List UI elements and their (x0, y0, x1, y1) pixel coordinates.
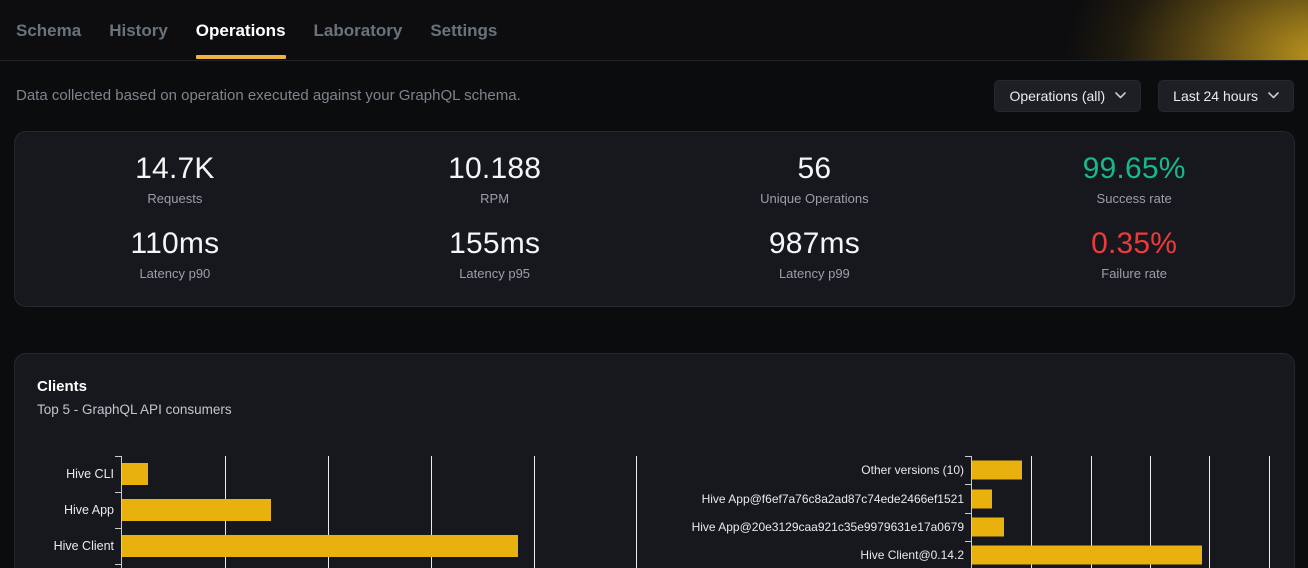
chart-category-label: Hive Client (53, 539, 114, 553)
tab-laboratory[interactable]: Laboratory (313, 21, 403, 40)
axis-tick (965, 541, 972, 543)
chart-bar (972, 545, 1202, 565)
chart-gridline (1150, 456, 1152, 568)
tab-settings[interactable]: Settings (430, 21, 498, 40)
stat-unique-operations: 56 Unique Operations (760, 152, 869, 206)
chart-gridline (1090, 456, 1092, 568)
chart-category-label: Other versions (10) (861, 463, 964, 478)
chart-bar (122, 463, 148, 485)
chart-gridline (327, 456, 329, 568)
chart-bar (972, 460, 1022, 480)
stat-rpm: 10.188 RPM (448, 152, 542, 206)
top-nav: Schema History Operations Laboratory Set… (0, 0, 1308, 61)
chart-row (972, 513, 1296, 541)
chart-gridline (1031, 456, 1033, 568)
clients-charts: Hive CLI Hive App Hive Client Other versio… (15, 456, 1294, 568)
chart-plot-area (115, 456, 655, 568)
stat-success-rate: 99.65% Success rate (1082, 152, 1186, 206)
operations-filter-dropdown[interactable]: Operations (all) (994, 79, 1142, 112)
time-range-dropdown[interactable]: Last 24 hours (1158, 79, 1294, 112)
chart-gridline (636, 456, 638, 568)
toolbar: Data collected based on operation execut… (0, 61, 1308, 130)
chart-category-label: Hive Client@0.14.2 (860, 548, 964, 563)
clients-by-name-chart: Hive CLI Hive App Hive Client (15, 456, 655, 568)
chart-category-labels: Other versions (10) Hive App@f6ef7a76c8a2… (655, 456, 971, 568)
chart-gridline (1268, 456, 1270, 568)
axis-tick (115, 528, 122, 529)
clients-card: Clients Top 5 - GraphQL API consumers Hi… (14, 353, 1295, 568)
chart-bar (122, 499, 272, 521)
axis-tick (965, 484, 972, 486)
tab-schema[interactable]: Schema (16, 21, 82, 40)
chevron-down-icon (1268, 92, 1279, 99)
chart-row (122, 528, 655, 564)
chart-row (122, 456, 655, 492)
axis-tick (115, 564, 122, 565)
chart-bar (972, 517, 1005, 537)
axis-tick (965, 512, 972, 514)
chart-gridline (430, 456, 432, 568)
operations-filter-label: Operations (all) (1009, 87, 1106, 104)
chart-category-label: Hive App (63, 503, 114, 517)
chart-row (972, 541, 1296, 568)
stat-failure-rate: 0.35% Failure rate (1091, 227, 1178, 281)
axis-tick (965, 456, 972, 457)
chart-row (122, 492, 655, 528)
chart-category-label: Hive CLI (66, 467, 114, 481)
tab-operations[interactable]: Operations (195, 0, 286, 60)
chart-gridline (533, 456, 535, 568)
clients-by-version-chart: Other versions (10) Hive App@f6ef7a76c8a2… (655, 456, 1296, 568)
tab-history[interactable]: History (109, 21, 168, 40)
clients-card-subtitle: Top 5 - GraphQL API consumers (37, 402, 232, 417)
stat-latency-p90: 110ms Latency p90 (130, 227, 220, 281)
chart-row (972, 484, 1296, 512)
stat-latency-p95: 155ms Latency p95 (449, 227, 541, 281)
operations-stats-card: 14.7K Requests 10.188 RPM 56 Unique Oper… (14, 131, 1295, 307)
chart-category-labels: Hive CLI Hive App Hive Client (15, 456, 121, 568)
chart-plot-area (965, 456, 1296, 568)
stats-grid: 14.7K Requests 10.188 RPM 56 Unique Oper… (15, 132, 1294, 306)
time-range-label: Last 24 hours (1173, 87, 1258, 104)
chart-gridline (1209, 456, 1211, 568)
axis-tick (115, 492, 122, 493)
stat-latency-p99: 987ms Latency p99 (768, 227, 860, 281)
stat-requests: 14.7K Requests (135, 152, 215, 206)
chart-category-label: Hive App@20e3129caa921c35e9979631e17a067… (691, 519, 964, 534)
chart-row (972, 456, 1296, 484)
page-description: Data collected based on operation execut… (16, 87, 521, 104)
chart-bar (972, 489, 993, 509)
chart-category-label: Hive App@f6ef7a76c8a2ad87c74ede2466ef152… (701, 491, 964, 506)
axis-tick (115, 456, 122, 457)
filters: Operations (all) Last 24 hours (994, 79, 1294, 112)
chevron-down-icon (1115, 92, 1126, 99)
chart-bar (122, 535, 519, 557)
clients-card-title: Clients (37, 378, 88, 395)
